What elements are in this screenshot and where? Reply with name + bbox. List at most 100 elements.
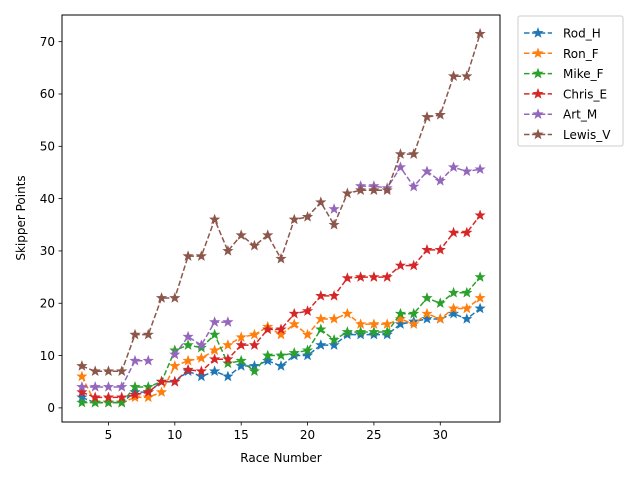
data-point-star-icon bbox=[341, 187, 353, 199]
data-point-star-icon bbox=[408, 307, 420, 319]
data-point-star-icon bbox=[447, 226, 460, 238]
data-point-star-icon bbox=[275, 323, 287, 335]
data-point-star-icon bbox=[474, 163, 486, 175]
data-point-star-icon bbox=[315, 313, 327, 324]
data-point-star-icon bbox=[368, 271, 380, 282]
data-point-star-icon bbox=[209, 328, 221, 340]
data-point-star-icon bbox=[434, 297, 446, 308]
data-point-star-icon bbox=[275, 349, 287, 361]
data-point-star-icon bbox=[381, 271, 393, 282]
data-point-star-icon bbox=[76, 396, 88, 408]
y-tick-label: 50 bbox=[40, 140, 55, 154]
data-point-star-icon bbox=[421, 292, 433, 303]
data-point-star-icon bbox=[461, 165, 473, 177]
data-point-star-icon bbox=[381, 326, 393, 337]
data-point-star-icon bbox=[474, 292, 486, 303]
data-point-star-icon bbox=[408, 259, 420, 271]
data-point-star-icon bbox=[328, 313, 340, 324]
x-axis-ticks: 5 10 15 20 25 30 bbox=[105, 422, 448, 442]
data-point-star-icon bbox=[315, 290, 327, 301]
legend-label: Chris_E bbox=[563, 87, 607, 101]
data-point-star-icon bbox=[421, 307, 433, 319]
data-point-star-icon bbox=[129, 328, 141, 340]
data-point-star-icon bbox=[102, 391, 115, 403]
x-tick-label: 30 bbox=[433, 428, 448, 442]
legend-item-mike-f: Mike_F bbox=[524, 67, 604, 81]
data-point-star-icon bbox=[355, 326, 367, 337]
data-point-star-icon bbox=[394, 313, 407, 324]
legend-item-lewis-v: Lewis_V bbox=[524, 128, 611, 142]
data-point-star-icon bbox=[275, 328, 287, 340]
data-point-star-icon bbox=[248, 365, 261, 376]
data-point-star-icon bbox=[288, 347, 300, 358]
data-point-star-icon bbox=[235, 229, 247, 240]
data-point-star-icon bbox=[368, 184, 380, 195]
legend-item-ron-f: Ron_F bbox=[524, 47, 599, 61]
data-point-star-icon bbox=[355, 184, 367, 195]
data-point-star-icon bbox=[447, 302, 460, 314]
data-point-star-icon bbox=[169, 292, 181, 303]
data-point-star-icon bbox=[222, 316, 234, 327]
data-point-star-icon bbox=[195, 250, 207, 261]
data-point-star-icon bbox=[195, 365, 207, 376]
legend-label: Mike_F bbox=[563, 67, 604, 81]
legend: Rod_H Ron_F Mike_F Chris_E Art_M Lewis_V bbox=[517, 15, 624, 147]
data-point-star-icon bbox=[532, 47, 544, 59]
data-point-star-icon bbox=[222, 245, 234, 256]
data-point-star-icon bbox=[474, 27, 486, 39]
data-point-star-icon bbox=[76, 360, 88, 371]
data-point-star-icon bbox=[102, 365, 115, 376]
data-point-star-icon bbox=[195, 339, 207, 350]
data-point-star-icon bbox=[421, 165, 433, 177]
legend-label: Rod_H bbox=[563, 27, 601, 41]
data-point-star-icon bbox=[262, 229, 274, 240]
data-point-star-icon bbox=[235, 339, 247, 350]
data-point-star-icon bbox=[301, 344, 314, 356]
data-point-star-icon bbox=[182, 363, 194, 375]
series-line bbox=[360, 165, 481, 189]
data-point-star-icon bbox=[328, 203, 340, 214]
data-point-star-icon bbox=[328, 290, 340, 301]
data-point-star-icon bbox=[209, 353, 221, 364]
data-point-star-icon bbox=[182, 354, 194, 366]
data-point-star-icon bbox=[262, 349, 274, 361]
data-point-star-icon bbox=[209, 213, 221, 225]
x-axis-label: Race Number bbox=[240, 451, 321, 465]
data-point-star-icon bbox=[368, 326, 380, 337]
data-point-star-icon bbox=[222, 370, 234, 382]
data-point-star-icon bbox=[315, 196, 327, 208]
data-point-star-icon bbox=[434, 244, 446, 255]
y-axis-ticks: 0 10 20 30 40 50 60 70 bbox=[40, 35, 62, 415]
series-layer bbox=[76, 27, 486, 408]
data-point-star-icon bbox=[461, 286, 473, 298]
data-point-star-icon bbox=[301, 305, 314, 316]
data-point-star-icon bbox=[301, 211, 314, 222]
data-point-star-icon bbox=[532, 27, 544, 38]
data-point-star-icon bbox=[235, 354, 247, 366]
data-point-star-icon bbox=[142, 386, 154, 397]
data-point-star-icon bbox=[394, 318, 407, 329]
data-point-star-icon bbox=[116, 391, 128, 403]
data-point-star-icon bbox=[169, 375, 181, 387]
legend-item-rod-h: Rod_H bbox=[524, 27, 601, 41]
legend-item-chris-e: Chris_E bbox=[524, 87, 607, 101]
data-point-star-icon bbox=[76, 381, 88, 392]
y-tick-label: 0 bbox=[47, 401, 55, 415]
data-point-star-icon bbox=[169, 360, 181, 371]
data-point-star-icon bbox=[182, 339, 194, 350]
data-point-star-icon bbox=[275, 360, 287, 371]
data-point-star-icon bbox=[461, 302, 473, 314]
data-point-star-icon bbox=[474, 271, 486, 282]
series-lewis-v bbox=[76, 27, 486, 376]
y-tick-label: 10 bbox=[40, 349, 55, 363]
plot-frame bbox=[61, 14, 501, 423]
data-point-star-icon bbox=[275, 252, 287, 264]
data-point-star-icon bbox=[169, 348, 181, 360]
data-point-star-icon bbox=[421, 313, 433, 324]
data-point-star-icon bbox=[116, 381, 128, 392]
data-point-star-icon bbox=[129, 388, 141, 400]
y-tick-label: 60 bbox=[40, 87, 55, 101]
data-point-star-icon bbox=[89, 391, 101, 403]
data-point-star-icon bbox=[421, 111, 433, 122]
